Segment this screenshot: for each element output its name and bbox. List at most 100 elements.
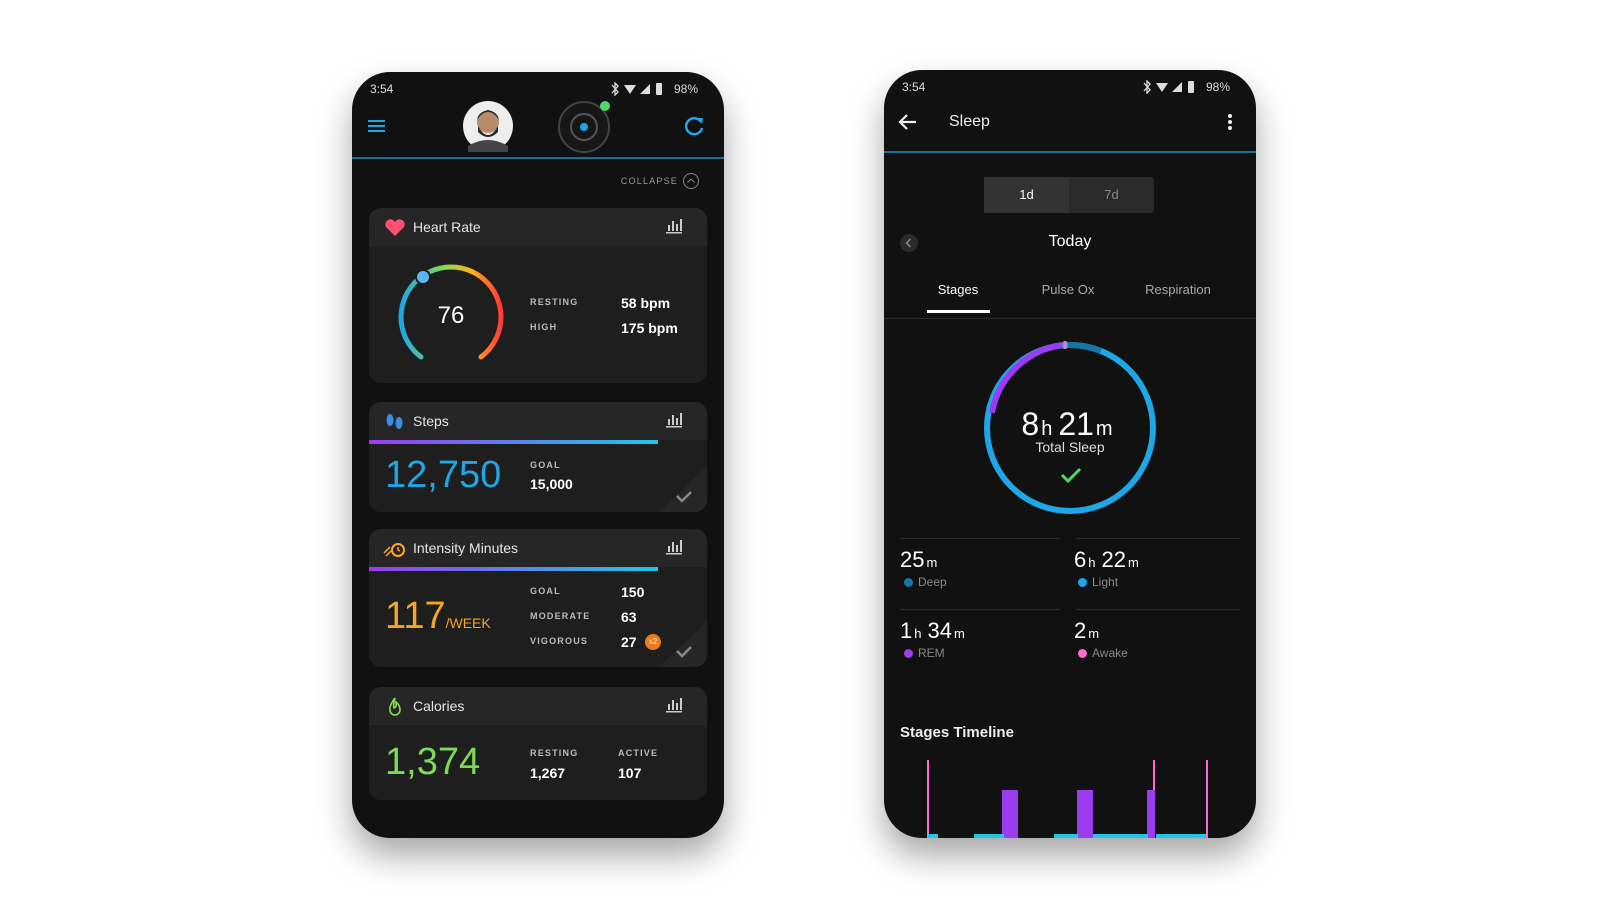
- legend-dot: [904, 577, 913, 587]
- resting-label: RESTING: [530, 297, 579, 307]
- intensity-card[interactable]: Intensity Minutes 117/WEEK GOAL 150 MODE…: [369, 529, 707, 667]
- stage-tab[interactable]: Stages: [937, 282, 979, 297]
- status-time: 3:54: [370, 82, 394, 96]
- intensity-icon: [383, 543, 405, 557]
- calories-icon: [389, 697, 401, 716]
- dashboard-phone: 3:54 98% COLLAPSE Heart Rate: [352, 72, 724, 838]
- card-title: Calories: [413, 698, 465, 714]
- calories-card[interactable]: Calories 1,374 RESTING 1,267 ACTIVE 107: [369, 687, 707, 800]
- stats-divider: [1076, 609, 1240, 610]
- heart-rate-gauge: [398, 264, 504, 360]
- duration-number: 25: [900, 547, 925, 572]
- duration-unit: m: [1095, 418, 1113, 440]
- sleep-stat: 25 m Deep: [900, 547, 947, 589]
- stat-value: 1 h 34 m: [900, 618, 971, 644]
- chart-button[interactable]: [665, 218, 683, 234]
- intensity-total: 117/WEEK: [385, 595, 491, 638]
- collapse-link[interactable]: COLLAPSE: [620, 176, 678, 186]
- stat-value: 25 m: [900, 547, 947, 573]
- goal-check: [659, 621, 707, 667]
- steps-progress: [369, 440, 658, 444]
- sleep-check: [1060, 467, 1082, 484]
- goal-label: GOAL: [530, 586, 561, 596]
- status-time: 3:54: [902, 80, 926, 94]
- prev-day-button[interactable]: [899, 233, 919, 253]
- heart-rate-value: 76: [437, 302, 465, 329]
- stat-legend: REM: [900, 646, 971, 660]
- calories-value: 1,374: [385, 741, 481, 783]
- moderate-value: 63: [621, 609, 637, 625]
- duration-number: 8: [1021, 406, 1040, 442]
- stat-legend: Light: [1074, 575, 1145, 589]
- active-value: 107: [618, 765, 642, 781]
- sleep-stat: 2 m Awake: [1074, 618, 1128, 660]
- high-label: HIGH: [530, 322, 558, 332]
- stats-divider: [1076, 538, 1240, 539]
- high-value: 175 bpm: [621, 320, 678, 336]
- sleep-ring: [984, 341, 1156, 514]
- avatar[interactable]: [462, 100, 514, 152]
- chart-button[interactable]: [665, 412, 683, 428]
- steps-value: 12,750: [385, 454, 502, 496]
- intensity-value: 117: [385, 595, 446, 637]
- heart-icon: [385, 219, 405, 236]
- range-toggle: 1d 7d: [984, 177, 1154, 213]
- duration-number: 21: [1058, 406, 1094, 442]
- heart-rate-card[interactable]: Heart Rate 76 RESTING 58 bpm HIGH 175 bp…: [369, 208, 707, 383]
- legend-dot: [1078, 648, 1087, 658]
- duration-unit: h: [1088, 555, 1096, 570]
- stat-label: Deep: [918, 575, 947, 589]
- range-tab[interactable]: 7d: [1104, 187, 1119, 202]
- sleep-stat: 6 h 22 m Light: [1074, 547, 1145, 589]
- watch-device[interactable]: [557, 98, 617, 154]
- stat-label: Light: [1092, 575, 1119, 589]
- card-header: [369, 208, 707, 246]
- header-divider: [352, 157, 724, 159]
- duration-number: 6: [1074, 547, 1087, 572]
- vigorous-label: VIGOROUS: [530, 636, 589, 646]
- stat-legend: Awake: [1074, 646, 1128, 660]
- range-tab[interactable]: 1d: [984, 177, 1069, 213]
- duration-unit: m: [1127, 555, 1139, 570]
- collapse-icon[interactable]: [682, 172, 700, 190]
- more-button[interactable]: [1227, 113, 1233, 131]
- stat-label: Awake: [1092, 646, 1128, 660]
- vigorous-badge: x2: [645, 634, 661, 650]
- stat-label: REM: [918, 646, 945, 660]
- stage-tab[interactable]: Pulse Ox: [1041, 282, 1095, 297]
- sync-button[interactable]: [682, 114, 706, 138]
- date-label: Today: [1048, 233, 1092, 250]
- duration-number: 34: [927, 618, 952, 643]
- stages-timeline: [927, 760, 1208, 838]
- status-battery: 98%: [1206, 80, 1231, 94]
- card-title: Steps: [413, 413, 449, 429]
- chart-button[interactable]: [665, 539, 683, 555]
- goal-check: [659, 466, 707, 512]
- stage-tab[interactable]: Respiration: [1145, 282, 1211, 297]
- chart-button[interactable]: [665, 697, 683, 713]
- total-sleep-label: Total Sleep: [1035, 439, 1105, 455]
- card-title: Intensity Minutes: [413, 540, 519, 556]
- header-divider: [884, 151, 1256, 153]
- legend-dot: [1078, 577, 1087, 587]
- intensity-unit: /WEEK: [445, 615, 491, 631]
- resting-value: 58 bpm: [621, 295, 671, 311]
- steps-card[interactable]: Steps 12,750 GOAL 15,000: [369, 402, 707, 512]
- back-button[interactable]: [898, 112, 920, 132]
- goal-label: GOAL: [530, 460, 561, 470]
- sleep-stat: 1 h 34 m REM: [900, 618, 971, 660]
- menu-button[interactable]: [368, 118, 386, 134]
- stat-legend: Deep: [900, 575, 947, 589]
- active-label: ACTIVE: [618, 748, 659, 758]
- card-title: Heart Rate: [413, 219, 481, 235]
- tab-underline: [927, 310, 990, 313]
- duration-unit: m: [926, 555, 938, 570]
- goal-value: 15,000: [530, 476, 573, 492]
- duration-unit: h: [1041, 418, 1053, 440]
- legend-dot: [904, 648, 913, 658]
- tabs-divider: [884, 318, 1256, 319]
- card-header: [369, 529, 707, 567]
- duration-number: 1: [900, 618, 913, 643]
